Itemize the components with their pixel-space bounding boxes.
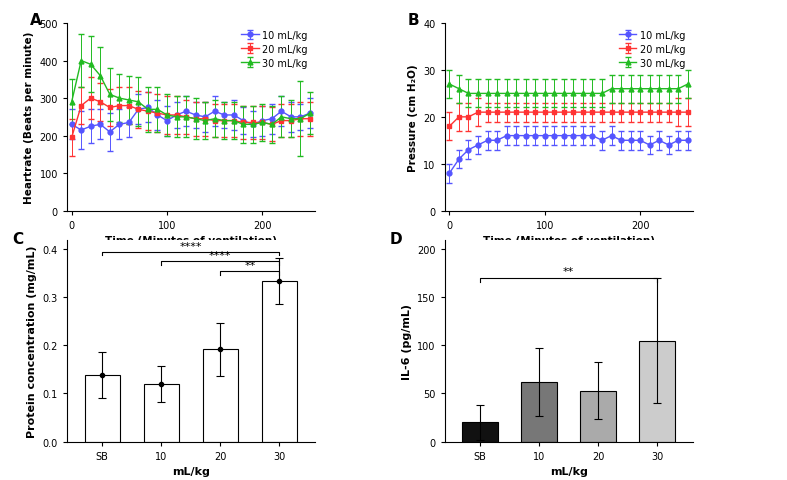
Text: C: C — [13, 232, 24, 247]
Y-axis label: Protein concentration (mg/mL): Protein concentration (mg/mL) — [27, 245, 37, 437]
X-axis label: mL/kg: mL/kg — [172, 466, 210, 476]
Bar — [261, 282, 297, 442]
X-axis label: Time (Minutes of ventilation): Time (Minutes of ventilation) — [105, 236, 277, 246]
Bar — [639, 341, 674, 442]
Bar — [463, 422, 497, 442]
Legend: 10 mL/kg, 20 mL/kg, 30 mL/kg: 10 mL/kg, 20 mL/kg, 30 mL/kg — [239, 29, 310, 71]
Text: **: ** — [563, 266, 575, 276]
Text: B: B — [408, 13, 419, 28]
Bar — [203, 349, 238, 442]
Text: ****: **** — [179, 241, 202, 251]
Y-axis label: IL-6 (pg/mL): IL-6 (pg/mL) — [401, 303, 412, 379]
Text: **: ** — [244, 260, 256, 270]
Y-axis label: Pressure (cm H₂O): Pressure (cm H₂O) — [408, 64, 418, 171]
Bar — [521, 382, 556, 442]
Legend: 10 mL/kg, 20 mL/kg, 30 mL/kg: 10 mL/kg, 20 mL/kg, 30 mL/kg — [617, 29, 688, 71]
Text: A: A — [30, 13, 42, 28]
Bar — [85, 375, 120, 442]
Text: ****: **** — [209, 251, 231, 261]
X-axis label: mL/kg: mL/kg — [549, 466, 588, 476]
X-axis label: Time (Minutes of ventilation): Time (Minutes of ventilation) — [482, 236, 655, 246]
Y-axis label: Heartrate (Beats per minute): Heartrate (Beats per minute) — [24, 32, 34, 204]
Bar — [580, 391, 615, 442]
Text: D: D — [390, 232, 403, 247]
Bar — [143, 384, 179, 442]
